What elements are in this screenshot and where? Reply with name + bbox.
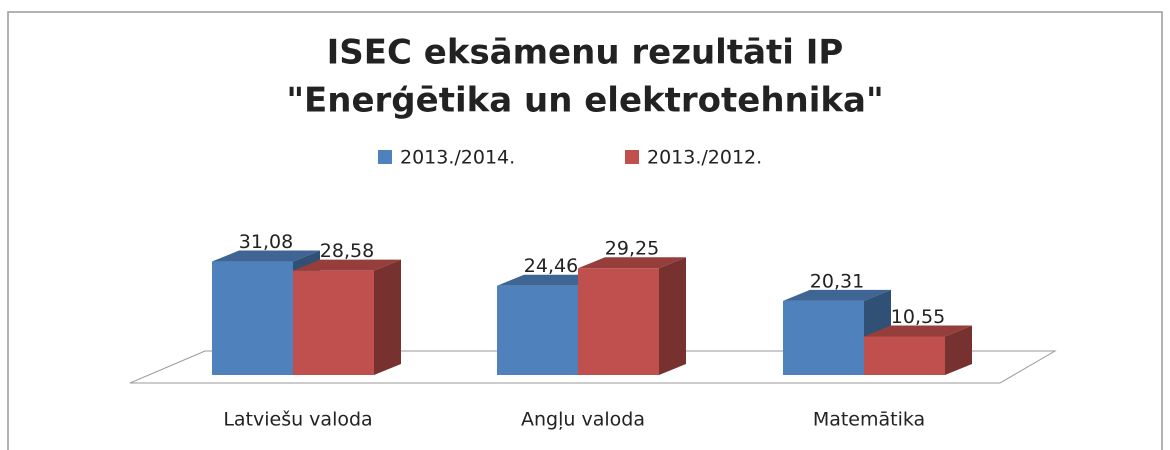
x-tick-label: Latviešu valoda [223, 409, 372, 431]
bar-side [659, 257, 686, 375]
x-tick-label: Matemātika [813, 409, 925, 431]
bar [293, 259, 401, 375]
data-label: 24,46 [524, 255, 578, 277]
bar-side [374, 259, 401, 375]
bar-front [293, 270, 374, 375]
data-label: 31,08 [239, 231, 293, 253]
x-tick-label: Angļu valoda [521, 409, 645, 431]
data-label: 10,55 [891, 306, 945, 328]
bar-top [212, 250, 320, 262]
bar [864, 325, 972, 375]
bar-top [864, 325, 972, 337]
chart-title: ISEC eksāmenu rezultāti IP [327, 33, 844, 73]
data-label: 29,25 [605, 238, 659, 260]
legend-label: 2013./2012. [647, 147, 762, 169]
chart-border [7, 11, 1163, 450]
bar-front [578, 268, 659, 375]
legend-swatch [625, 150, 639, 164]
bar [578, 257, 686, 375]
bar-front [864, 336, 945, 375]
data-label: 28,58 [320, 240, 374, 262]
bar-top [783, 289, 891, 301]
bar-front [212, 261, 293, 375]
bar-side [945, 325, 972, 375]
bar-top [578, 257, 686, 269]
legend-label: 2013./2014. [400, 147, 515, 169]
data-label: 20,31 [810, 270, 864, 292]
legend-swatch [378, 150, 392, 164]
chart-subtitle: "Enerģētika un elektrotehnika" [286, 81, 883, 121]
bar-front [497, 285, 578, 375]
bar-top [293, 259, 401, 271]
bar-front [783, 300, 864, 375]
